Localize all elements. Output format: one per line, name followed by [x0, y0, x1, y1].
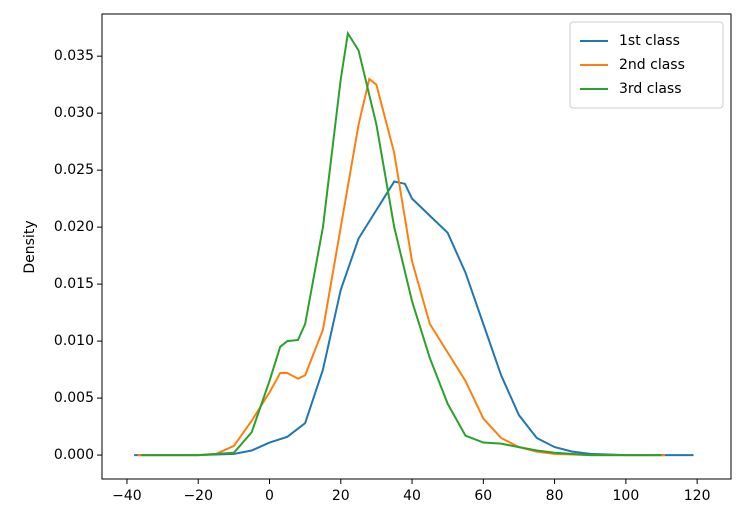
line [141, 30, 662, 457]
plot-frame [101, 13, 732, 480]
y-tick-label: 0.020 [54, 219, 94, 235]
y-tick-label: 0.025 [54, 162, 94, 178]
x-tick-label: 60 [474, 488, 492, 504]
legend-box [569, 21, 724, 109]
legend-label: 3rd class [619, 81, 682, 97]
y-tick-label: 0.035 [54, 48, 94, 64]
x-tick-label: 100 [613, 488, 640, 504]
x-tick-label: −40 [112, 488, 142, 504]
legend-label: 1st class [619, 33, 680, 49]
y-axis-label: Density [22, 220, 38, 273]
y-tick-label: 0.000 [54, 447, 94, 463]
line [134, 180, 694, 457]
y-tick-label: 0.010 [54, 333, 94, 349]
x-tick-label: 0 [265, 488, 274, 504]
y-tick-label: 0.030 [54, 105, 94, 121]
x-tick-label: −20 [183, 488, 213, 504]
line [137, 77, 666, 457]
x-tick-label: 40 [403, 488, 421, 504]
x-tick-label: 120 [684, 488, 711, 504]
x-tick-label: 20 [332, 488, 350, 504]
y-tick-label: 0.005 [54, 390, 94, 406]
y-tick-label: 0.015 [54, 276, 94, 292]
legend-label: 2nd class [619, 57, 685, 73]
x-tick-label: 80 [546, 488, 564, 504]
